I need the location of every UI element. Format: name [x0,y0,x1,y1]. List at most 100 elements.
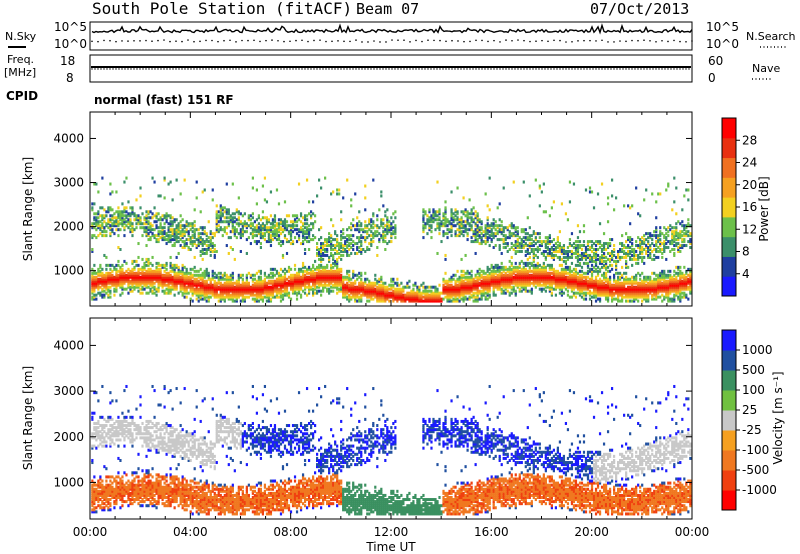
power-cell [119,283,122,287]
power-cell [279,299,283,303]
power-cell [187,271,190,275]
power-cell [267,275,271,279]
power-cell [285,238,289,242]
power-cell [488,295,491,299]
power-cell [374,283,377,287]
nave-dot [277,68,279,70]
power-cell [169,285,172,289]
power-cell [418,297,421,301]
power-cell [474,297,477,301]
power-cell [313,214,317,218]
power-cell [452,218,455,222]
nave-dot [658,68,660,70]
power-cell [522,246,525,250]
power-cell [91,285,94,289]
power-cell [161,238,164,242]
power-cell [438,232,441,236]
power-cell [173,220,176,224]
power-cell [544,210,547,214]
power-cell [287,275,291,279]
power-cell [538,269,541,273]
power-cell [117,206,120,210]
power-cell [550,251,553,255]
power-cell [492,226,495,230]
power-cell [205,269,208,273]
power-cell [586,287,590,291]
power-cell [348,285,351,289]
power-cell [179,277,182,281]
power-cell [324,269,327,273]
power-cell [199,291,202,295]
power-cell [223,216,226,220]
power-cell [382,297,385,301]
power-cell [558,279,562,283]
power-cell [223,220,226,224]
power-cell [215,293,218,297]
power-cell [568,269,572,273]
power-cell [197,295,200,299]
power-cell [157,234,160,238]
power-cell [193,232,196,236]
power-cell [215,281,218,285]
power-cell [436,222,439,226]
power-cell [121,210,124,214]
power-cell [350,234,353,238]
nave-dot [439,68,441,70]
power-cell [141,265,144,269]
power-cell [265,226,269,230]
power-cell [474,299,477,303]
power-cell [528,277,531,281]
power-cell [129,222,132,226]
nave-dot [322,68,324,70]
power-cell [131,269,134,273]
power-cell [109,226,112,230]
power-cell [354,297,357,301]
power-cell [159,275,162,279]
power-cell [191,275,194,279]
power-cell [157,281,160,285]
power-cell [137,271,140,275]
power-cell [448,293,451,297]
power-cell [255,283,259,287]
power-cell [271,224,275,228]
power-cell [121,271,124,275]
nave-dot [337,68,339,70]
power-cell [448,297,451,301]
power-cell [281,293,285,297]
power-cell [524,283,527,287]
power-cell [414,299,417,303]
power-cell [175,234,178,238]
power-cell [384,236,387,240]
power-cell [448,230,451,234]
power-cell [91,281,94,285]
power-cell [277,287,281,291]
power-cell [474,285,477,289]
power-cell [171,222,174,226]
power-cell [271,218,275,222]
power-cell [193,283,196,287]
power-cell [494,220,497,224]
power-cell [273,218,277,222]
power-cell [574,251,578,255]
power-cell [311,291,315,295]
power-cell [470,269,473,273]
power-cell [334,259,337,263]
power-cell [311,283,315,287]
power-cell [109,208,112,212]
power-cell [269,214,273,218]
power-cell [436,214,439,218]
power-cell [143,261,146,265]
power-cell [332,271,335,275]
power-cell [93,222,96,226]
power-cell [161,277,164,281]
nave-dot [406,68,408,70]
power-cell [241,299,244,303]
power-cell [330,277,333,281]
power-cell [241,273,244,277]
nsearch-dot [583,39,585,42]
power-cell [229,277,232,281]
power-cell [165,279,168,283]
power-cell [388,226,391,230]
power-cell [334,232,337,236]
power-cell [109,273,112,277]
